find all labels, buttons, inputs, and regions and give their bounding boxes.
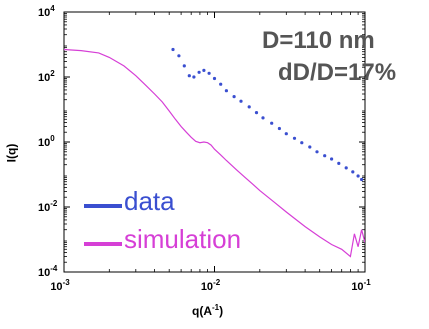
data-point [292, 136, 297, 140]
x-tick-label: 10-2 [201, 278, 221, 293]
data-point [356, 174, 360, 178]
x-axis-label-text: q(A [192, 304, 212, 318]
data-point [197, 70, 201, 74]
y-tick-label: 100 [38, 134, 55, 149]
legend-swatch-data [84, 204, 122, 208]
annotation-polydispersity: dD/D=17% [278, 59, 397, 86]
data-point [207, 71, 211, 75]
legend-swatch-simulation [84, 242, 122, 246]
data-point [187, 74, 191, 78]
data-point [337, 161, 341, 165]
y-tick-label: 104 [38, 4, 55, 19]
x-axis-label: q(A-1) [192, 303, 223, 318]
data-point [308, 145, 312, 149]
data-point [330, 157, 334, 161]
legend-label-simulation: simulation [124, 224, 242, 254]
data-point [277, 126, 281, 131]
y-tick-label: 10-2 [38, 199, 58, 214]
series-line-simulation [64, 48, 365, 258]
data-point [224, 89, 228, 93]
data-point [270, 121, 274, 125]
y-tick-label: 10-4 [38, 264, 58, 279]
data-point [351, 170, 355, 174]
data-point [171, 47, 175, 52]
x-axis-label-exponent: -1 [212, 303, 220, 312]
legend-label-data: data [124, 186, 175, 216]
x-tick-label: 10-1 [351, 278, 371, 293]
data-point [212, 76, 217, 81]
data-point [182, 64, 186, 68]
data-point [360, 177, 364, 182]
annotation-diameter: D=110 nm [262, 27, 375, 54]
data-point [192, 75, 196, 79]
data-point [177, 54, 181, 58]
data-point [261, 116, 265, 120]
data-point [315, 150, 319, 154]
data-point [323, 154, 327, 158]
data-point [300, 141, 304, 145]
y-axis-label: I(q) [4, 143, 19, 163]
data-point [232, 95, 236, 99]
data-point [239, 99, 243, 103]
data-point [202, 68, 206, 72]
data-point [254, 111, 259, 115]
data-point [219, 82, 223, 86]
data-point [344, 166, 348, 170]
y-tick-label: 102 [38, 69, 55, 84]
data-point [247, 105, 251, 109]
x-axis-label-close: ) [219, 304, 224, 318]
data-point [284, 132, 288, 136]
x-tick-label: 10-3 [50, 278, 70, 293]
